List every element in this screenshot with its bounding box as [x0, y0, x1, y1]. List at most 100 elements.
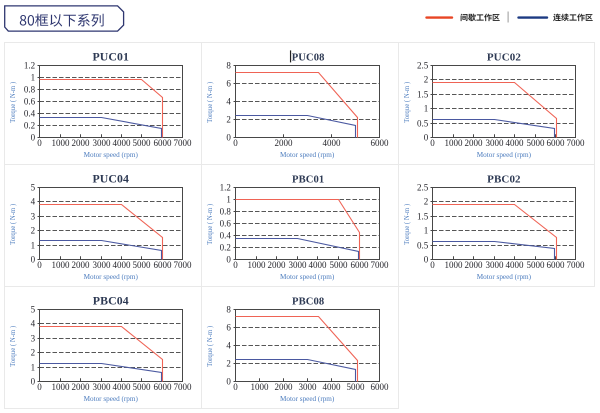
- svg-text:6: 6: [226, 323, 231, 333]
- svg-text:Torque ( N-m ): Torque ( N-m ): [404, 82, 411, 123]
- svg-text:2000: 2000: [275, 138, 294, 148]
- svg-text:3000: 3000: [93, 260, 112, 270]
- svg-text:1000: 1000: [445, 260, 464, 270]
- svg-text:4000: 4000: [113, 260, 132, 270]
- svg-text:7000: 7000: [567, 138, 586, 148]
- svg-text:1: 1: [31, 363, 36, 373]
- svg-text:0: 0: [233, 260, 238, 270]
- svg-text:2: 2: [226, 115, 231, 125]
- svg-text:7000: 7000: [567, 260, 586, 270]
- svg-text:4: 4: [31, 319, 36, 329]
- svg-text:Motor speed (rpm): Motor speed (rpm): [477, 151, 532, 159]
- svg-text:0: 0: [37, 260, 42, 270]
- svg-text:6000: 6000: [547, 260, 566, 270]
- svg-text:0: 0: [226, 133, 231, 143]
- svg-text:PUC04: PUC04: [92, 172, 129, 186]
- svg-text:6000: 6000: [371, 382, 390, 392]
- svg-text:0: 0: [424, 133, 429, 143]
- svg-text:0: 0: [226, 255, 231, 265]
- svg-text:8: 8: [226, 305, 231, 315]
- svg-text:2000: 2000: [72, 138, 91, 148]
- svg-text:5: 5: [31, 305, 36, 315]
- svg-text:Motor speed (rpm): Motor speed (rpm): [280, 395, 335, 403]
- svg-text:2.5: 2.5: [417, 183, 429, 193]
- svg-text:Torque ( N-m ): Torque ( N-m ): [10, 82, 17, 123]
- svg-text:8: 8: [226, 61, 231, 71]
- svg-text:Torque ( N-m ): Torque ( N-m ): [10, 326, 17, 367]
- svg-text:0.6: 0.6: [220, 219, 232, 229]
- svg-text:0: 0: [430, 260, 435, 270]
- svg-text:3: 3: [31, 212, 36, 222]
- svg-text:0.5: 0.5: [417, 241, 429, 251]
- svg-text:5000: 5000: [330, 260, 349, 270]
- svg-text:1000: 1000: [52, 260, 71, 270]
- svg-text:2.5: 2.5: [417, 61, 429, 71]
- svg-text:PBC02: PBC02: [487, 174, 521, 186]
- svg-text:1.2: 1.2: [24, 61, 35, 71]
- svg-text:4: 4: [226, 341, 231, 351]
- svg-text:2000: 2000: [72, 382, 91, 392]
- svg-text:5000: 5000: [347, 382, 366, 392]
- svg-text:6000: 6000: [154, 260, 173, 270]
- svg-text:2000: 2000: [465, 260, 484, 270]
- svg-text:1: 1: [424, 226, 429, 236]
- svg-text:Torque ( N-m ): Torque ( N-m ): [10, 204, 17, 245]
- svg-text:Motor speed (rpm): Motor speed (rpm): [280, 151, 335, 159]
- svg-text:0: 0: [31, 133, 36, 143]
- svg-text:0: 0: [226, 377, 231, 387]
- svg-text:Torque ( N-m ): Torque ( N-m ): [207, 326, 214, 367]
- svg-text:0: 0: [430, 138, 435, 148]
- svg-text:1: 1: [31, 73, 36, 83]
- svg-text:6000: 6000: [547, 138, 566, 148]
- svg-text:7000: 7000: [174, 382, 193, 392]
- svg-text:6000: 6000: [154, 138, 173, 148]
- svg-text:3000: 3000: [486, 138, 505, 148]
- svg-text:0.4: 0.4: [220, 231, 232, 241]
- svg-text:PUC08: PUC08: [292, 53, 325, 64]
- svg-text:1000: 1000: [445, 138, 464, 148]
- svg-text:Motor speed (rpm): Motor speed (rpm): [280, 273, 335, 281]
- svg-text:2000: 2000: [465, 138, 484, 148]
- svg-text:0.2: 0.2: [24, 121, 35, 131]
- svg-text:0.2: 0.2: [220, 243, 231, 253]
- svg-text:PBC08: PBC08: [292, 297, 324, 308]
- svg-text:3: 3: [31, 334, 36, 344]
- svg-text:PBC01: PBC01: [292, 175, 324, 186]
- svg-text:5000: 5000: [527, 138, 546, 148]
- svg-text:Torque ( N-m ): Torque ( N-m ): [207, 82, 214, 123]
- svg-text:1.5: 1.5: [417, 90, 429, 100]
- svg-text:2: 2: [226, 359, 231, 369]
- svg-text:1.5: 1.5: [417, 212, 429, 222]
- svg-text:Motor speed (rpm): Motor speed (rpm): [84, 395, 139, 403]
- svg-text:4000: 4000: [113, 138, 132, 148]
- svg-text:1: 1: [424, 104, 429, 114]
- svg-text:0.5: 0.5: [417, 119, 429, 129]
- svg-text:0: 0: [37, 138, 42, 148]
- svg-text:7000: 7000: [174, 260, 193, 270]
- svg-text:0.4: 0.4: [24, 109, 36, 119]
- svg-text:0: 0: [37, 382, 42, 392]
- svg-text:3000: 3000: [299, 382, 318, 392]
- svg-text:3000: 3000: [289, 260, 308, 270]
- svg-text:0.8: 0.8: [24, 85, 36, 95]
- svg-text:6: 6: [226, 79, 231, 89]
- svg-text:6000: 6000: [154, 382, 173, 392]
- svg-text:2: 2: [424, 197, 429, 207]
- svg-text:5000: 5000: [527, 260, 546, 270]
- svg-text:Motor speed (rpm): Motor speed (rpm): [84, 273, 139, 281]
- svg-text:1: 1: [31, 241, 36, 251]
- svg-text:6000: 6000: [371, 138, 390, 148]
- svg-text:0: 0: [31, 255, 36, 265]
- svg-text:1: 1: [226, 195, 231, 205]
- svg-text:2: 2: [31, 348, 36, 358]
- svg-text:1000: 1000: [52, 382, 71, 392]
- svg-text:1000: 1000: [248, 260, 267, 270]
- svg-text:2000: 2000: [275, 382, 294, 392]
- svg-text:1000: 1000: [52, 138, 71, 148]
- svg-text:4000: 4000: [323, 382, 342, 392]
- svg-text:Motor speed (rpm): Motor speed (rpm): [84, 151, 139, 159]
- svg-text:PUC01: PUC01: [92, 50, 129, 64]
- svg-text:5000: 5000: [133, 260, 152, 270]
- svg-text:0: 0: [233, 382, 238, 392]
- svg-text:4000: 4000: [309, 260, 328, 270]
